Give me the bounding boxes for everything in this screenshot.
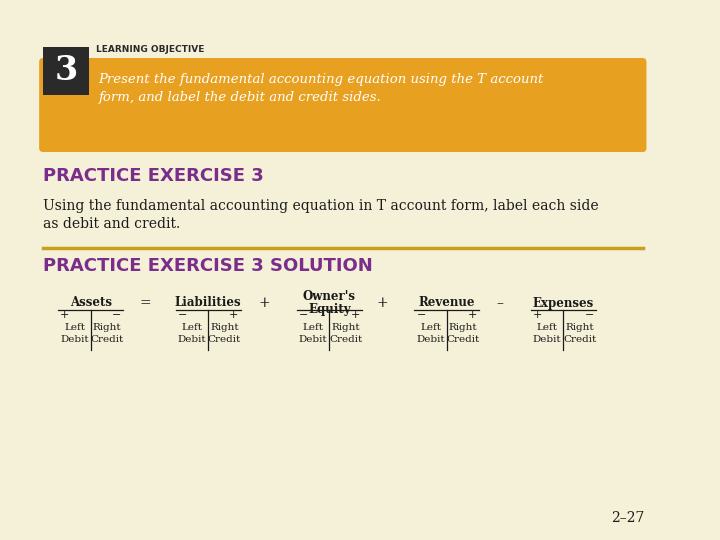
Text: Right: Right	[449, 322, 477, 332]
Text: –: –	[497, 296, 504, 310]
Text: +: +	[533, 310, 542, 320]
Text: =: =	[140, 296, 151, 310]
Text: +: +	[60, 310, 70, 320]
Text: Credit: Credit	[446, 334, 480, 343]
Text: −: −	[178, 310, 187, 320]
Text: Right: Right	[565, 322, 594, 332]
Text: Equity: Equity	[308, 302, 351, 315]
Text: Left: Left	[64, 322, 85, 332]
Text: 3: 3	[54, 55, 78, 87]
Text: LEARNING OBJECTIVE: LEARNING OBJECTIVE	[96, 45, 204, 55]
Text: +: +	[351, 310, 360, 320]
Text: Credit: Credit	[329, 334, 362, 343]
Text: Debit: Debit	[299, 334, 328, 343]
Text: 2–27: 2–27	[611, 511, 644, 525]
Text: +: +	[468, 310, 477, 320]
Text: Left: Left	[181, 322, 202, 332]
Text: Left: Left	[536, 322, 557, 332]
Text: +: +	[229, 310, 238, 320]
Text: Expenses: Expenses	[533, 296, 594, 309]
Text: Owner's: Owner's	[303, 291, 356, 303]
FancyBboxPatch shape	[43, 47, 89, 95]
Text: as debit and credit.: as debit and credit.	[43, 217, 180, 231]
Text: −: −	[585, 310, 594, 320]
Text: Right: Right	[210, 322, 239, 332]
Text: Revenue: Revenue	[418, 296, 475, 309]
Text: Present the fundamental accounting equation using the T account: Present the fundamental accounting equat…	[99, 73, 544, 86]
Text: Debit: Debit	[533, 334, 562, 343]
Text: Right: Right	[93, 322, 121, 332]
Text: Liabilities: Liabilities	[175, 296, 241, 309]
Text: +: +	[258, 296, 270, 310]
Text: Credit: Credit	[563, 334, 596, 343]
FancyBboxPatch shape	[39, 58, 647, 152]
Text: −: −	[112, 310, 121, 320]
Text: Using the fundamental accounting equation in T account form, label each side: Using the fundamental accounting equatio…	[43, 199, 598, 213]
Text: −: −	[299, 310, 308, 320]
Text: PRACTICE EXERCISE 3 SOLUTION: PRACTICE EXERCISE 3 SOLUTION	[43, 257, 373, 275]
Text: Left: Left	[302, 322, 324, 332]
Text: Assets: Assets	[70, 296, 112, 309]
Text: Debit: Debit	[416, 334, 445, 343]
Text: Credit: Credit	[208, 334, 241, 343]
Text: Debit: Debit	[60, 334, 89, 343]
Text: Debit: Debit	[178, 334, 206, 343]
Text: +: +	[376, 296, 388, 310]
Text: Right: Right	[331, 322, 360, 332]
Text: PRACTICE EXERCISE 3: PRACTICE EXERCISE 3	[43, 167, 264, 185]
Text: −: −	[416, 310, 426, 320]
Text: form, and label the debit and credit sides.: form, and label the debit and credit sid…	[99, 91, 381, 105]
Text: Credit: Credit	[90, 334, 124, 343]
Text: Left: Left	[420, 322, 441, 332]
